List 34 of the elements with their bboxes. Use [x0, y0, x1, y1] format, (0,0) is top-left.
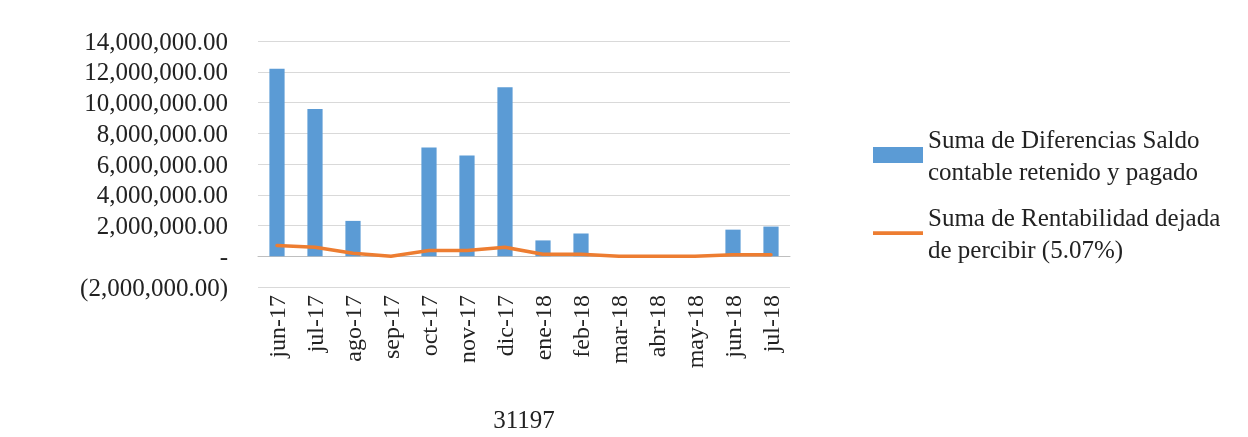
x-tick-label: ene-18	[530, 295, 556, 361]
y-tick-label: 12,000,000.00	[84, 58, 228, 86]
x-tick-label: jun-17	[264, 295, 290, 359]
y-tick-label: 8,000,000.00	[96, 119, 228, 147]
y-tick-label: (2,000,000.00)	[80, 273, 228, 302]
bar	[307, 109, 323, 257]
bar	[763, 226, 779, 257]
x-tick-label: abr-18	[644, 295, 670, 358]
x-tick-label: dic-17	[492, 295, 518, 357]
x-tick-label: jul-18	[758, 295, 784, 354]
x-tick-label: jun-18	[720, 295, 746, 359]
bar	[269, 68, 285, 257]
line-series	[275, 243, 773, 258]
x-tick-label: may-18	[682, 295, 708, 369]
y-tick-label: 2,000,000.00	[96, 212, 228, 239]
x-axis-title: 31197	[493, 406, 555, 433]
y-tick-label: -	[219, 242, 228, 270]
y-tick-label: 6,000,000.00	[96, 150, 228, 178]
bar	[345, 220, 361, 257]
x-tick-label: nov-17	[454, 295, 480, 363]
bar	[497, 87, 513, 257]
x-tick-label: ago-17	[340, 295, 366, 362]
x-tick-label: sep-17	[378, 295, 404, 359]
x-tick-label: feb-18	[568, 295, 594, 358]
x-tick-label: oct-17	[416, 295, 442, 357]
x-tick-label: mar-18	[606, 295, 632, 364]
y-tick-label: 4,000,000.00	[96, 181, 228, 209]
bar	[459, 155, 475, 257]
y-tick-label: 10,000,000.00	[84, 89, 228, 116]
legend-label: Suma de Rentabilidad dejada de percibir (5.07%)	[928, 203, 1227, 264]
bar	[421, 147, 437, 257]
y-tick-label: 14,000,000.00	[84, 27, 228, 55]
legend-label: Suma de Diferencias Saldo contable retenido y pagado	[928, 125, 1206, 185]
x-tick-label: jul-17	[302, 295, 328, 354]
